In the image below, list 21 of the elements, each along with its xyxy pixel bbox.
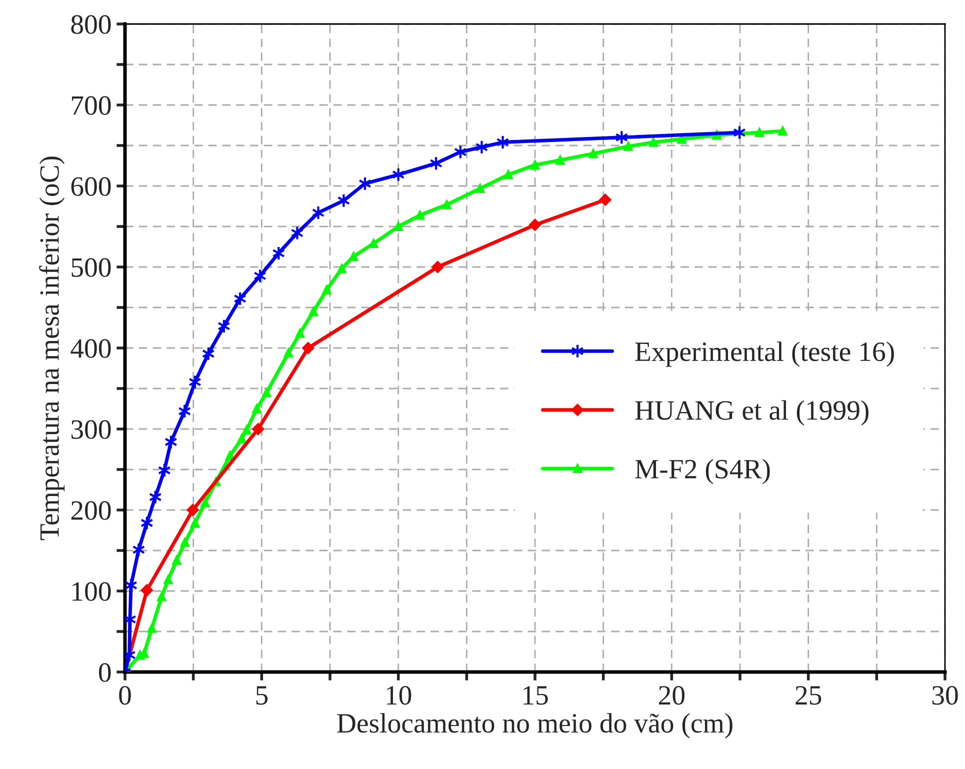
y-tick-label: 300 — [71, 420, 111, 439]
y-axis-title: Temperatura na mesa inferior (oC) — [39, 156, 65, 540]
x-tick-label: 0 — [119, 686, 131, 705]
x-tick-label: 25 — [796, 686, 822, 705]
y-tick-label: 400 — [70, 339, 111, 358]
legend-label: Experimental (teste 16) — [635, 342, 894, 367]
x-tick-label: 20 — [658, 686, 684, 705]
y-tick-label: 0 — [98, 663, 111, 682]
x-tick-label: 30 — [932, 686, 958, 705]
x-axis-title: Deslocamento no meio do vão (cm) — [337, 713, 732, 738]
x-tick-label: 15 — [524, 686, 548, 705]
y-tick-label: 200 — [71, 501, 111, 520]
y-tick-label: 500 — [72, 258, 111, 277]
y-tick-label: 700 — [72, 96, 111, 115]
legend-label: M-F2 (S4R) — [635, 458, 770, 484]
x-tick-label: 10 — [386, 686, 412, 705]
y-tick-label: 800 — [71, 15, 111, 34]
y-tick-label: 600 — [71, 177, 111, 196]
legend-label: HUANG et al (1999) — [635, 400, 868, 426]
y-tick-label: 100 — [72, 582, 111, 601]
x-tick-label: 5 — [256, 686, 268, 705]
